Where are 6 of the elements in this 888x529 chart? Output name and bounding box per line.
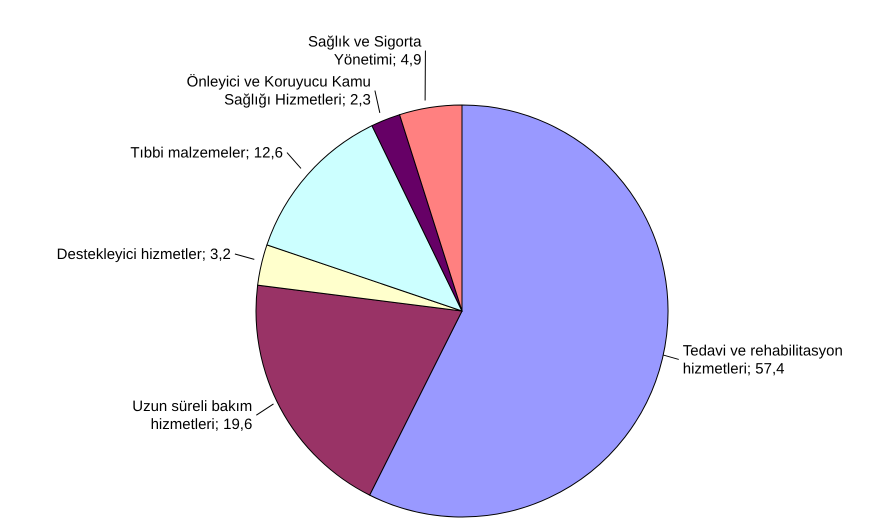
slice-label: Uzun süreli bakım hizmetleri; 19,6 [132,398,252,434]
slice-label: Sağlık ve Sigorta Yönetimi; 4,9 [308,34,422,69]
slice-label: Tıbbi malzemeler; 12,6 [130,144,283,162]
slice-label: Tedavi ve rehabilitasyon hizmetleri; 57,4 [682,342,843,378]
slice-label: Destekleyici hizmetler; 3,2 [56,246,231,263]
slice-label: Önleyici ve Koruyucu Kamu Sağlığı Hizmetleri; 2,3 [186,74,371,109]
